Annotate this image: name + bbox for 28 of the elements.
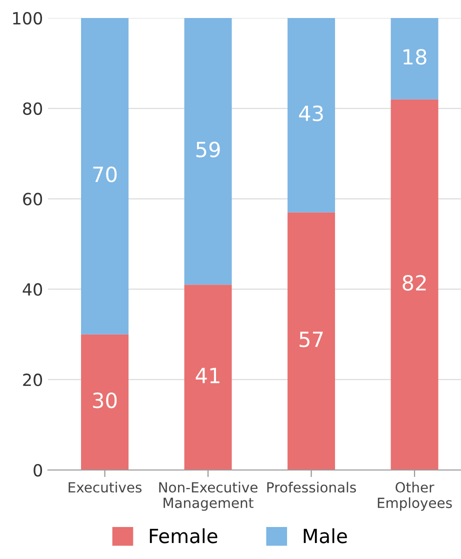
y-tick-label: 0 xyxy=(34,464,42,477)
data-label: 70 xyxy=(93,166,117,182)
legend-label: Male xyxy=(304,528,347,544)
legend-label: Female xyxy=(150,528,218,544)
data-label: 41 xyxy=(196,368,220,384)
x-tick-label: Professionals xyxy=(267,482,356,493)
bar xyxy=(81,18,129,334)
data-label: 59 xyxy=(196,142,220,158)
bar xyxy=(390,18,438,100)
bar xyxy=(184,284,232,470)
x-tick-label: Other Employees xyxy=(378,482,452,511)
y-tick-label: 100 xyxy=(13,12,42,25)
data-label: 82 xyxy=(402,274,426,291)
y-tick-label: 60 xyxy=(23,192,42,206)
bar xyxy=(390,99,438,470)
y-tick-label: 20 xyxy=(23,374,42,386)
y-tick-label: 80 xyxy=(23,102,42,115)
bar xyxy=(184,18,232,285)
data-label: 57 xyxy=(300,332,323,348)
x-tick-label: Executives xyxy=(68,482,142,493)
bar xyxy=(81,334,129,470)
bar xyxy=(288,212,336,470)
bar xyxy=(288,18,336,212)
data-label: 18 xyxy=(404,48,426,65)
data-label: 43 xyxy=(299,105,323,122)
y-tick-label: 40 xyxy=(22,283,42,296)
data-label: 30 xyxy=(93,392,117,408)
x-tick-label: Non-Executive Management xyxy=(159,482,258,511)
